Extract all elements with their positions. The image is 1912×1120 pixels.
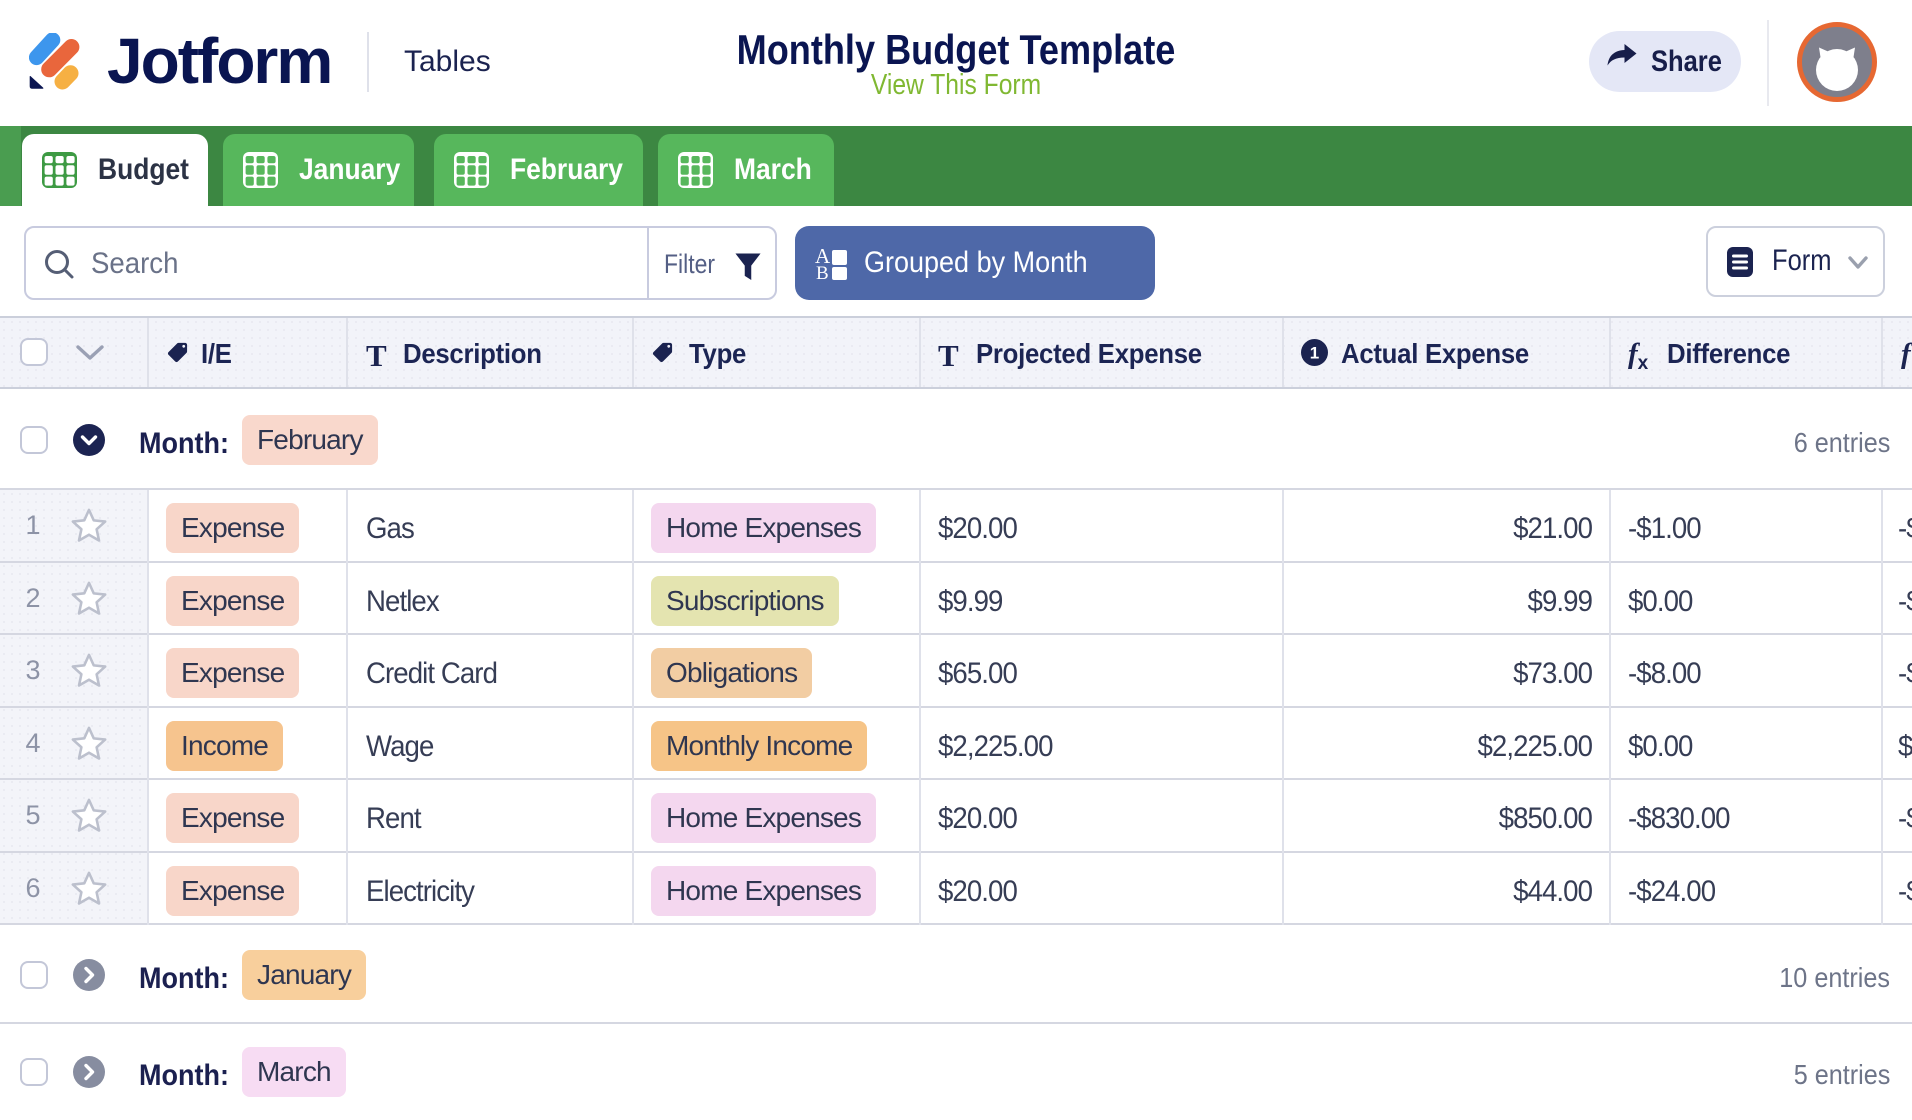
svg-text:1: 1 [1310, 344, 1319, 363]
